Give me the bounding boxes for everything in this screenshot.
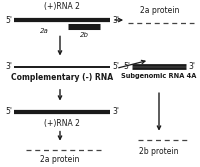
- Text: Subgenomic RNA 4A: Subgenomic RNA 4A: [121, 73, 197, 79]
- Text: 2a protein: 2a protein: [40, 155, 80, 164]
- Text: Complementary (-) RNA: Complementary (-) RNA: [11, 73, 113, 82]
- Text: 2a: 2a: [40, 28, 48, 34]
- Text: 3': 3': [188, 62, 195, 71]
- Text: (+)RNA 2: (+)RNA 2: [44, 2, 80, 11]
- Text: 3': 3': [112, 107, 119, 116]
- Text: 3': 3': [5, 62, 12, 71]
- Text: 5': 5': [123, 62, 130, 71]
- Text: 5': 5': [112, 62, 119, 71]
- Text: 5': 5': [5, 107, 12, 116]
- Text: 5': 5': [5, 16, 12, 25]
- Text: (+)RNA 2: (+)RNA 2: [44, 119, 80, 128]
- Text: 2b protein: 2b protein: [139, 147, 179, 156]
- Text: 2b: 2b: [80, 32, 89, 38]
- Text: 3': 3': [112, 16, 119, 25]
- Text: 2a protein: 2a protein: [140, 6, 180, 15]
